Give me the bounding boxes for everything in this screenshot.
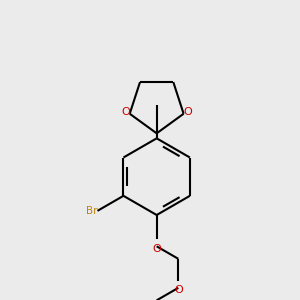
Text: O: O [121, 107, 130, 117]
Text: O: O [152, 244, 161, 254]
Text: Br: Br [86, 206, 97, 216]
Text: O: O [174, 285, 183, 295]
Text: O: O [184, 107, 192, 117]
